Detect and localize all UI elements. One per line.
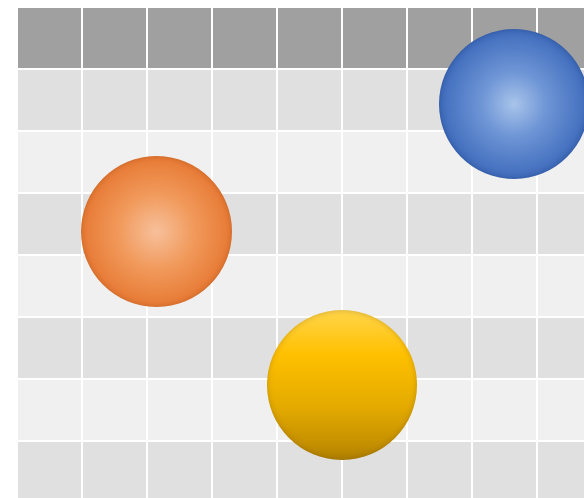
grid-cell (18, 318, 83, 380)
grid-cell (213, 132, 278, 194)
grid-cell (473, 318, 538, 380)
grid-cell (343, 8, 408, 70)
grid-cell (278, 256, 343, 318)
grid-cell (83, 8, 148, 70)
grid-cell (343, 132, 408, 194)
grid-cell (278, 132, 343, 194)
grid-cell (408, 256, 473, 318)
grid-cell (148, 8, 213, 70)
grid-cell (538, 256, 584, 318)
grid-cell (148, 318, 213, 380)
grid-cell (83, 318, 148, 380)
grid-cell (473, 194, 538, 256)
grid-cell (18, 194, 83, 256)
grid-cell (148, 380, 213, 442)
grid-cell (278, 194, 343, 256)
grid-row (18, 442, 584, 498)
grid-cell (278, 8, 343, 70)
grid-cell (538, 318, 584, 380)
grid-cell (213, 70, 278, 132)
grid-cell (408, 442, 473, 498)
grid-cell (18, 8, 83, 70)
grid-cell (473, 442, 538, 498)
grid-cell (538, 442, 584, 498)
grid-cell (538, 380, 584, 442)
grid-cell (343, 256, 408, 318)
grid-cell (408, 194, 473, 256)
orange-sphere (81, 156, 232, 307)
grid-cell (83, 380, 148, 442)
grid-cell (473, 380, 538, 442)
grid-cell (148, 70, 213, 132)
blue-sphere (439, 29, 584, 179)
grid-cell (278, 70, 343, 132)
grid-cell (408, 318, 473, 380)
grid-cell (408, 380, 473, 442)
grid-cell (18, 256, 83, 318)
grid-cell (213, 8, 278, 70)
grid-cell (18, 70, 83, 132)
grid-cell (83, 70, 148, 132)
grid-cell (538, 194, 584, 256)
grid-cell (18, 132, 83, 194)
grid-cell (18, 442, 83, 498)
grid-cell (148, 442, 213, 498)
grid-cell (213, 442, 278, 498)
grid-cell (343, 194, 408, 256)
grid-header-row (18, 8, 584, 70)
grid-cell (213, 256, 278, 318)
grid-cell (18, 380, 83, 442)
grid-cell (473, 256, 538, 318)
gold-sphere (267, 310, 417, 460)
grid-cell (83, 442, 148, 498)
grid-cell (343, 70, 408, 132)
